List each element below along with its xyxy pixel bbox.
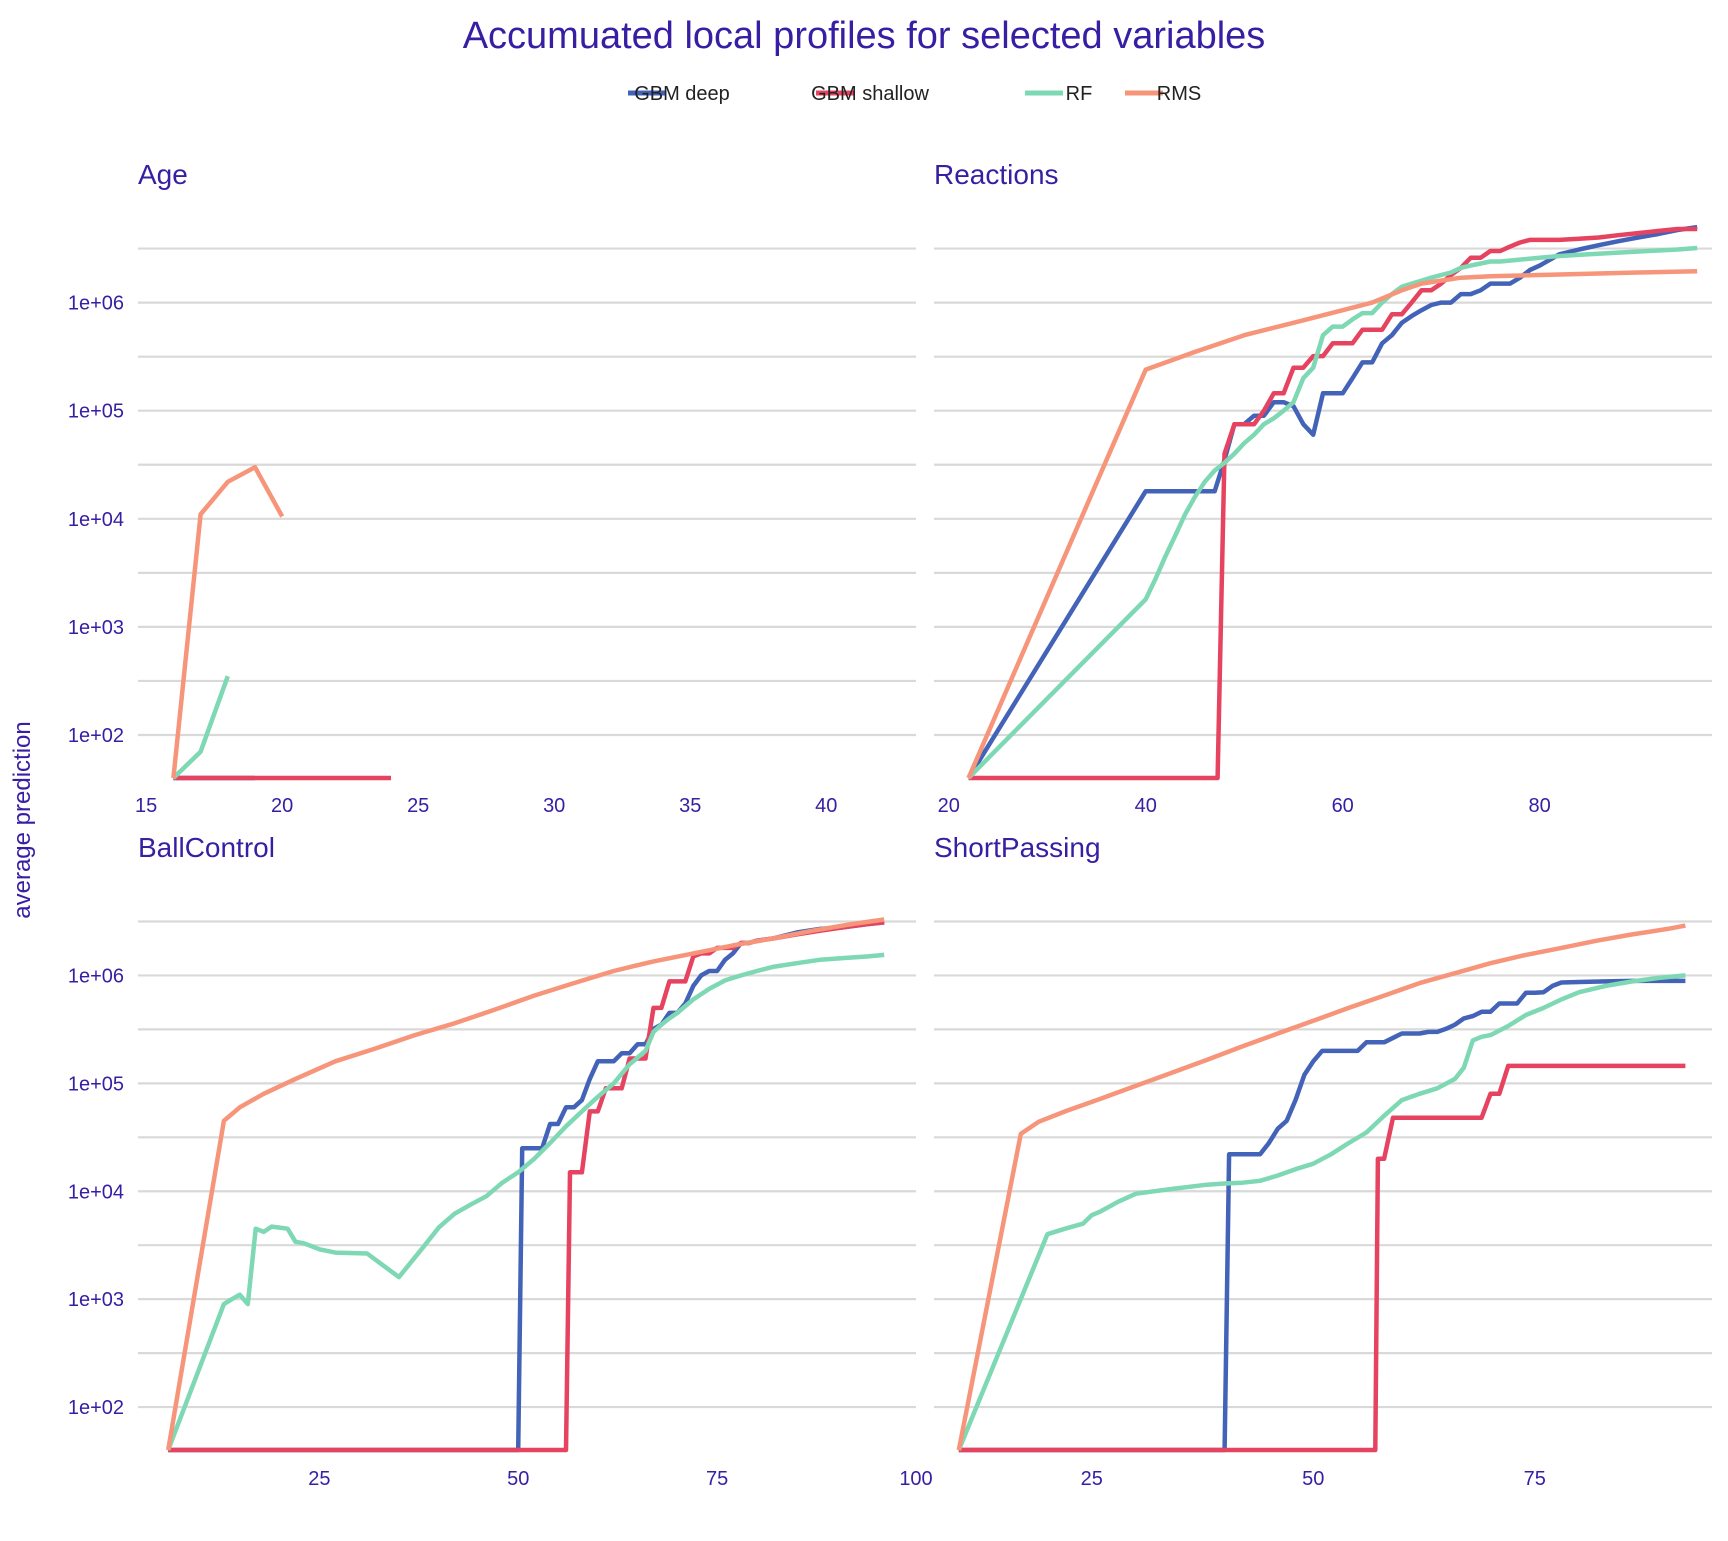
- legend-label: GBM shallow: [811, 83, 929, 105]
- y-tick-label: 1e+06: [68, 965, 124, 987]
- x-tick-label: 75: [1524, 1468, 1546, 1490]
- legend-item: RF: [1025, 83, 1092, 105]
- legend-item: RMS: [1125, 83, 1201, 105]
- gridlines: [138, 247, 916, 737]
- x-tick-label: 15: [135, 795, 157, 817]
- y-tick-label: 1e+03: [68, 617, 124, 639]
- panel-title: ShortPassing: [934, 832, 1101, 863]
- legend-label: RMS: [1157, 83, 1201, 105]
- x-tick-label: 50: [1302, 1468, 1324, 1490]
- gridlines: [934, 920, 1712, 1409]
- x-tick-label: 80: [1529, 795, 1551, 817]
- series-line-rf: [171, 675, 230, 780]
- x-tick-label: 25: [1081, 1468, 1103, 1490]
- x-tick-label: 40: [1135, 795, 1157, 817]
- legend-item: GBM deep: [628, 83, 730, 105]
- series-line-rms: [966, 269, 1698, 779]
- y-tick-label: 1e+05: [68, 401, 124, 423]
- series-line-gbm-shallow: [968, 226, 1698, 781]
- x-tick-label: 20: [271, 795, 293, 817]
- series-line-rf: [166, 952, 885, 1451]
- x-tick-label: 30: [543, 795, 565, 817]
- x-tick-label: 100: [899, 1468, 932, 1490]
- panel-shortpassing: ShortPassing 25 50 75: [934, 832, 1712, 1490]
- panels: Age 1e+02 1e+03 1e+04 1e+05 1e+06 15 20 25 30 35 40…: [68, 159, 1712, 1490]
- y-tick-label: 1e+03: [68, 1289, 124, 1311]
- y-tick-label: 1e+02: [68, 1397, 124, 1419]
- x-tick-label: 40: [815, 795, 837, 817]
- legend-label: GBM deep: [634, 83, 730, 105]
- series-line-gbm-shallow: [958, 1063, 1686, 1453]
- y-tick-label: 1e+04: [68, 509, 124, 531]
- series-line-rms: [956, 923, 1686, 1451]
- legend: GBM deep GBM shallow RF RMS: [628, 83, 1201, 105]
- legend-label: RF: [1066, 83, 1093, 105]
- x-tick-label: 75: [706, 1468, 728, 1490]
- x-tick-label: 35: [679, 795, 701, 817]
- panel-age: Age 1e+02 1e+03 1e+04 1e+05 1e+06 15 20 25 30 35 40: [68, 159, 916, 817]
- y-axis-label: average prediction: [9, 721, 36, 918]
- x-tick-label: 50: [507, 1468, 529, 1490]
- y-tick-label: 1e+02: [68, 725, 124, 747]
- x-tick-label: 20: [938, 795, 960, 817]
- series-line-rms: [165, 917, 885, 1451]
- panel-title: Age: [138, 159, 188, 190]
- series-line-gbm-deep: [958, 978, 1686, 1453]
- panel-title: Reactions: [934, 159, 1059, 190]
- panel-reactions: Reactions 20 40 60 80: [934, 159, 1712, 817]
- series-line-gbm-deep: [168, 920, 885, 1453]
- series-line-rf: [956, 973, 1686, 1451]
- y-tick-label: 1e+05: [68, 1073, 124, 1095]
- legend-item: GBM shallow: [811, 83, 929, 105]
- gridlines: [138, 920, 916, 1409]
- y-tick-label: 1e+06: [68, 293, 124, 315]
- series-line-rms: [171, 464, 285, 779]
- series-line-gbm-shallow: [168, 920, 885, 1453]
- chart-title: Accumuated local profiles for selected v…: [463, 15, 1266, 57]
- y-tick-label: 1e+04: [68, 1181, 124, 1203]
- series-line-gbm-deep: [966, 224, 1698, 780]
- x-tick-label: 25: [407, 795, 429, 817]
- x-tick-label: 60: [1332, 795, 1354, 817]
- x-tick-label: 25: [308, 1468, 330, 1490]
- panel-ballcontrol: BallControl 1e+02 1e+03 1e+04 1e+05 1e+06 25 50…: [68, 832, 933, 1490]
- series-line-rf: [966, 245, 1698, 780]
- panel-title: BallControl: [138, 832, 275, 863]
- gridlines: [934, 247, 1712, 737]
